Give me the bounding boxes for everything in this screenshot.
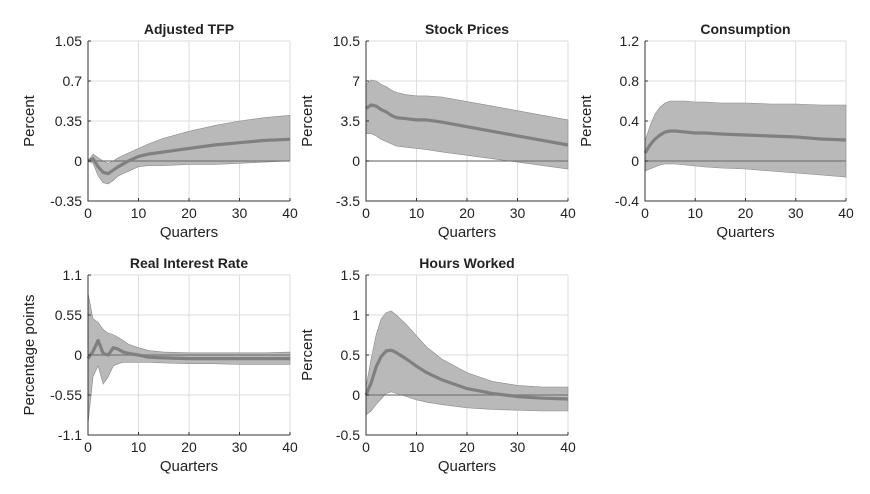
impulse-response-line <box>364 348 569 401</box>
impulse-response-line <box>643 129 847 154</box>
y-tick-label: -0.35 <box>50 193 82 209</box>
x-tick-label: 10 <box>409 205 425 221</box>
confidence-band <box>644 100 847 178</box>
x-axis-label: Quarters <box>160 458 218 475</box>
y-tick-label: 0.8 <box>620 73 640 89</box>
x-tick-label: 40 <box>282 205 298 221</box>
x-tick-label: 20 <box>459 205 475 221</box>
panel-title: Hours Worked <box>419 255 514 271</box>
y-tick-label: 0 <box>74 347 82 363</box>
y-axis-label: Percent <box>21 94 38 147</box>
y-tick-label: 0.55 <box>55 307 82 323</box>
x-axis-label: Quarters <box>438 224 496 241</box>
confidence-band <box>365 310 569 416</box>
y-axis-label: Percent <box>299 328 316 381</box>
x-tick-label: 0 <box>84 439 92 455</box>
x-axis-label: Quarters <box>716 224 774 241</box>
y-tick-label: 0 <box>352 153 360 169</box>
x-tick-label: 30 <box>510 205 526 221</box>
y-tick-label: 0 <box>74 153 82 169</box>
y-axis-label: Percent <box>578 94 595 147</box>
y-tick-label: -0.4 <box>615 193 639 209</box>
y-tick-label: 3.5 <box>341 113 361 129</box>
panel-title: Consumption <box>700 21 790 37</box>
x-axis-label: Quarters <box>438 458 496 475</box>
y-tick-label: 7 <box>352 73 360 89</box>
y-tick-label: -1.1 <box>58 427 82 443</box>
x-axis-label: Quarters <box>160 224 218 241</box>
panel-title: Adjusted TFP <box>144 21 234 37</box>
y-tick-label: 10.5 <box>333 33 360 49</box>
y-axis-label: Percentage points <box>21 295 38 416</box>
x-tick-label: 0 <box>641 205 649 221</box>
y-tick-label: 1.05 <box>55 33 82 49</box>
x-tick-label: 20 <box>738 205 754 221</box>
x-tick-label: 0 <box>84 205 92 221</box>
y-axis-label: Percent <box>299 94 316 147</box>
x-tick-label: 10 <box>409 439 425 455</box>
x-tick-label: 10 <box>687 205 703 221</box>
y-tick-label: 0.4 <box>620 113 640 129</box>
y-tick-label: 0 <box>631 153 639 169</box>
y-tick-label: 1 <box>352 307 360 323</box>
panel-3: 0 10 20 30 40-0.400.40.81.2ConsumptionQuarte… <box>578 21 854 241</box>
x-tick-label: 30 <box>788 205 804 221</box>
x-tick-label: 40 <box>560 205 576 221</box>
x-tick-label: 30 <box>510 439 526 455</box>
x-tick-label: 30 <box>232 205 248 221</box>
panel-title: Stock Prices <box>425 21 509 37</box>
y-tick-label: 0 <box>352 387 360 403</box>
y-tick-label: 1.5 <box>341 267 361 283</box>
impulse-response-line <box>365 103 569 147</box>
y-tick-label: 1.1 <box>63 267 83 283</box>
x-tick-label: 40 <box>282 439 298 455</box>
x-tick-label: 20 <box>181 205 197 221</box>
panel-4: 0 10 20 30 40 -1.1 -0.55 0 0.55 1.1 Real Interest … <box>21 255 298 475</box>
y-tick-label: 0.7 <box>63 73 83 89</box>
x-tick-label: 10 <box>131 439 147 455</box>
y-tick-label: 0.35 <box>55 113 82 129</box>
confidence-band <box>365 79 569 170</box>
x-tick-label: 40 <box>560 439 576 455</box>
y-tick-label: -0.55 <box>50 387 82 403</box>
x-tick-label: 30 <box>232 439 248 455</box>
y-tick-label: -3.5 <box>336 193 360 209</box>
x-tick-label: 10 <box>131 205 147 221</box>
x-tick-label: 0 <box>362 205 370 221</box>
x-tick-label: 0 <box>362 439 370 455</box>
y-tick-label: 0.5 <box>341 347 361 363</box>
y-tick-label: 1.2 <box>620 33 640 49</box>
x-tick-label: 40 <box>838 205 854 221</box>
x-tick-label: 20 <box>459 439 475 455</box>
panel-title: Real Interest Rate <box>130 255 248 271</box>
x-tick-label: 20 <box>181 439 197 455</box>
y-tick-label: -0.5 <box>336 427 360 443</box>
impulse-response-line <box>87 137 291 176</box>
impulse-response-line <box>86 338 290 361</box>
